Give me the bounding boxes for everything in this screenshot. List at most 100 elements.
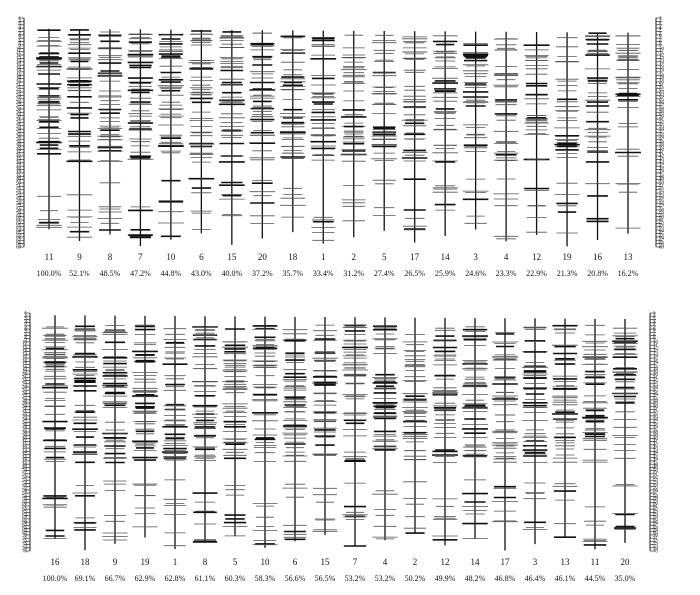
- bottom-scale-label: 56: [22, 488, 28, 493]
- top-scale-label: 30: [16, 114, 22, 119]
- top-scale-label: 5: [659, 30, 662, 35]
- top-scale-label: 50: [659, 182, 665, 187]
- bottom-scale-label: 26: [22, 392, 28, 397]
- top-scale-label: 7: [19, 37, 22, 42]
- top-scale-label: 47: [659, 172, 665, 177]
- bottom-scale-label: 59: [653, 498, 659, 503]
- bottom-scale-label: 21: [22, 376, 28, 381]
- top-scale-label: 49: [659, 178, 665, 183]
- bottom-scale-label: 28: [653, 398, 659, 403]
- bottom-scale-label: 65: [22, 517, 28, 522]
- bottom-scale-label: 50: [22, 469, 28, 474]
- bottom-lane-percent: 100.0%: [43, 574, 68, 583]
- top-scale-label: 60: [16, 215, 22, 220]
- bottom-scale-label: 34: [653, 418, 659, 423]
- bottom-scale-label: 39: [653, 434, 659, 439]
- bottom-lane: [162, 316, 188, 550]
- top-lane-number: 20: [258, 252, 268, 262]
- bottom-lane-number: 13: [561, 557, 571, 567]
- bottom-scale-label: 57: [653, 492, 659, 497]
- top-scale-label: 43: [16, 158, 22, 163]
- bottom-scale-label: 68: [22, 527, 28, 532]
- top-scale-label: 46: [16, 168, 22, 173]
- bottom-scale-label: 58: [22, 495, 28, 500]
- bottom-lane-percent: 44.5%: [585, 574, 606, 583]
- top-scale-label: 62: [659, 222, 665, 227]
- top-scale-label: 54: [16, 195, 22, 200]
- top-scale-label: 67: [16, 239, 22, 244]
- top-scale-label: 21: [16, 84, 22, 89]
- bottom-lane: [402, 317, 428, 534]
- bottom-scale-label: 16: [653, 360, 659, 365]
- bottom-lane-number: 14: [471, 557, 481, 567]
- top-scale-label: 40: [16, 148, 22, 153]
- bottom-lane-number: 15: [321, 557, 331, 567]
- bottom-scale-label: 72: [653, 540, 659, 545]
- top-lane-percent: 16.2%: [618, 269, 639, 278]
- top-scale-label: 10: [659, 47, 665, 52]
- bottom-scale-label: 9: [25, 337, 28, 342]
- top-lane-number: 7: [138, 252, 143, 262]
- top-scale-label: 1: [19, 17, 22, 22]
- bottom-lane: [342, 317, 368, 547]
- top-scale-label: 50: [16, 182, 22, 187]
- bottom-lane: [102, 315, 128, 544]
- top-scale-label: 38: [16, 141, 22, 146]
- bottom-scale-label: 7: [25, 331, 28, 336]
- bottom-scale-label: 36: [22, 424, 28, 429]
- top-scale-label: 67: [659, 239, 665, 244]
- bottom-scale-label: 35: [22, 421, 28, 426]
- top-lane-number: 9: [77, 252, 82, 262]
- top-lane: [432, 31, 459, 237]
- bottom-lane: [492, 318, 518, 551]
- top-lane-number: 11: [45, 252, 54, 262]
- top-scale-label: 8: [19, 40, 22, 45]
- bottom-scale-label: 27: [22, 395, 28, 400]
- bottom-lane-number: 8: [203, 557, 208, 567]
- bottom-lane: [312, 317, 338, 536]
- bottom-lane-number: 7: [353, 557, 358, 567]
- top-lane-percent: 25.9%: [435, 269, 456, 278]
- top-scale-label: 4: [19, 27, 22, 32]
- top-scale-label: 19: [659, 77, 665, 82]
- top-lane-number: 8: [108, 252, 113, 262]
- bottom-scale-label: 70: [653, 534, 659, 539]
- bottom-lane-percent: 53.2%: [345, 574, 366, 583]
- top-scale-label: 28: [16, 108, 22, 113]
- top-scale-label: 23: [659, 91, 665, 96]
- top-scale-label: 18: [659, 74, 665, 79]
- top-scale-label: 6: [659, 33, 662, 38]
- bottom-lane-percent: 56.5%: [315, 574, 336, 583]
- bottom-lane-percent: 61.1%: [195, 574, 216, 583]
- top-scale-label: 25: [16, 97, 22, 102]
- bottom-scale-label: 28: [22, 398, 28, 403]
- top-lane: [493, 31, 520, 242]
- bottom-lane-percent: 62.9%: [135, 574, 156, 583]
- bottom-scale-label: 6: [25, 328, 28, 333]
- top-lane: [97, 29, 123, 235]
- top-scale-label: 55: [659, 198, 665, 203]
- top-scale-label: 29: [16, 111, 22, 116]
- top-scale-label: 4: [659, 27, 662, 32]
- bottom-scale-label: 47: [653, 460, 659, 465]
- top-lane: [127, 29, 154, 247]
- bottom-lane-percent: 35.0%: [615, 574, 636, 583]
- top-lane-number: 14: [441, 252, 451, 262]
- bottom-scale-label: 26: [653, 392, 659, 397]
- top-scale-label: 31: [16, 118, 22, 123]
- bottom-scale-label: 59: [22, 498, 28, 503]
- bottom-scale-label: 48: [653, 463, 659, 468]
- top-lane-percent: 35.7%: [282, 269, 303, 278]
- bottom-scale-label: 61: [653, 505, 659, 510]
- bottom-scale-label: 38: [653, 431, 659, 436]
- top-scale-label: 36: [16, 134, 22, 139]
- bottom-scale-label: 16: [22, 360, 28, 365]
- bottom-lane: [372, 317, 398, 541]
- top-scale-label: 33: [16, 124, 22, 129]
- bottom-lane: [42, 315, 68, 539]
- bottom-scale-label: 9: [653, 337, 656, 342]
- bottom-scale-label: 38: [22, 431, 28, 436]
- bottom-scale-label: 44: [22, 450, 28, 455]
- bottom-scale-label: 18: [22, 366, 28, 371]
